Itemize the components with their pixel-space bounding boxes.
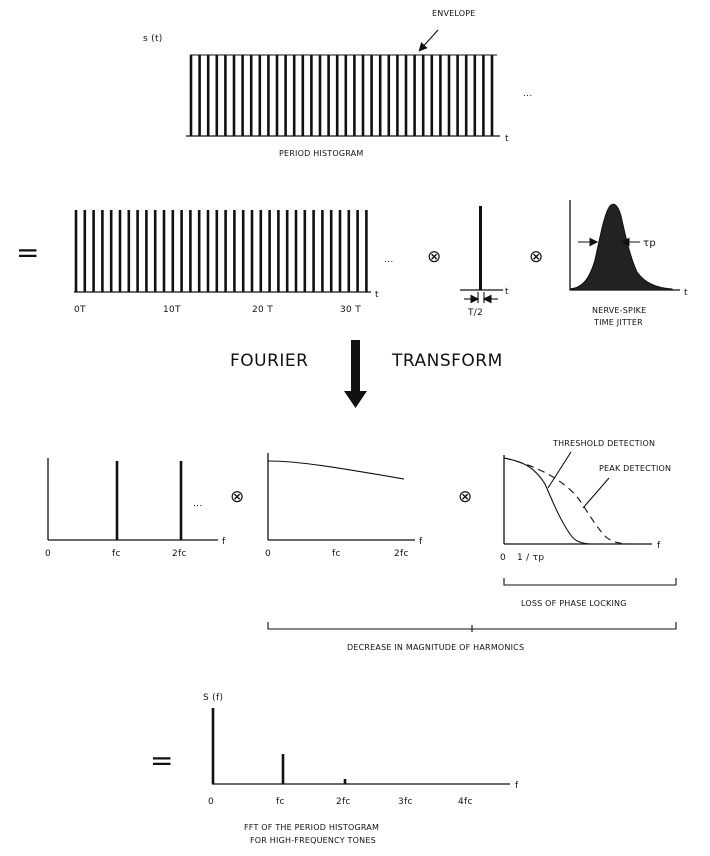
st-axis-label: s (t) [143, 34, 163, 44]
result-tick-0: 0 [208, 797, 214, 807]
sf-axis-label: S (f) [203, 693, 223, 703]
result-tick-4fc: 4fc [458, 797, 473, 807]
peak-detection-curve [503, 457, 631, 545]
jitter-caption-line1: NERVE-SPIKE [592, 306, 646, 315]
jitter-caption-line2: TIME JITTER [593, 318, 643, 327]
decomposition-panel: = t ... 0T 10T 20 T 30 T ⊗ t T/2 ⊗ τp t … [16, 200, 688, 327]
result-tick-fc: fc [276, 797, 285, 807]
spectrum-a-tick-2fc: 2fc [172, 549, 187, 559]
pulse-train-tick-0: 0T [74, 305, 86, 315]
spectrum-b-tick-fc: fc [332, 549, 341, 559]
transform-label: TRANSFORM [391, 351, 503, 371]
spectrum-c-tick-tau: 1 / τp [517, 553, 544, 563]
spectrum-a-tick-fc: fc [112, 549, 121, 559]
rectangular-pulse [479, 206, 482, 290]
peak-detection-label: PEAK DETECTION [599, 464, 671, 473]
result-f-label: f [515, 781, 519, 791]
result-tick-2fc: 2fc [336, 797, 351, 807]
pulse-train-ellipsis: ... [384, 255, 393, 265]
loss-phase-locking-label: LOSS OF PHASE LOCKING [521, 599, 627, 608]
period-histogram-panel: s (t) ENVELOPE t ... PERIOD HISTOGRAM [143, 9, 532, 158]
fourier-transform-step: FOURIER TRANSFORM [230, 340, 503, 408]
pulse-spectrum-curve [267, 460, 405, 480]
spectrum-c-tick-0: 0 [500, 553, 506, 563]
loss-phase-locking-bracket [503, 578, 677, 586]
period-histogram-t-label: t [505, 134, 509, 144]
result-caption-line1: FFT OF THE PERIOD HISTOGRAM [244, 823, 379, 832]
pulse-train-spikes [74, 210, 368, 292]
pulse-train-tick-10: 10T [163, 305, 181, 315]
pulse-width-label: T/2 [467, 308, 483, 318]
result-spectrum-panel: = S (f) f 0 fc 2fc 3fc 4fc FFT OF THE PE… [150, 693, 519, 845]
equals-sign-bottom: = [150, 744, 173, 777]
tau-p-label: τp [643, 238, 656, 249]
period-histogram-spikes [189, 55, 494, 136]
spectrum-c-f-label: f [657, 541, 661, 551]
envelope-arrow [418, 29, 439, 52]
period-histogram-caption: PERIOD HISTOGRAM [279, 149, 363, 158]
pulse-train-t-label: t [375, 290, 379, 300]
peak-pointer [582, 477, 610, 509]
result-tick-3fc: 3fc [398, 797, 413, 807]
convolution-symbol-1: ⊗ [427, 247, 441, 267]
spectrum-a-ellipsis: ... [193, 499, 202, 509]
spectrum-a-tick-0: 0 [45, 549, 51, 559]
pulse-train-tick-30: 30 T [340, 305, 361, 315]
spectrum-b-f-label: f [419, 537, 423, 547]
decrease-harmonics-label: DECREASE IN MAGNITUDE OF HARMONICS [347, 643, 524, 652]
pulse-train-tick-20: 20 T [252, 305, 273, 315]
transform-arrow-shaft [351, 340, 360, 393]
convolution-symbol-2: ⊗ [529, 247, 543, 267]
spectrum-a-f-label: f [222, 537, 226, 547]
convolution-symbol-4: ⊗ [458, 487, 472, 507]
pulse-t-label: t [505, 287, 509, 297]
envelope-label: ENVELOPE [432, 9, 476, 18]
spectrum-b-tick-0: 0 [265, 549, 271, 559]
threshold-detection-label: THRESHOLD DETECTION [552, 439, 655, 448]
threshold-pointer [547, 451, 572, 489]
threshold-detection-curve [503, 457, 591, 545]
fourier-label: FOURIER [230, 351, 308, 371]
spectrum-b-tick-2fc: 2fc [394, 549, 409, 559]
convolution-symbol-3: ⊗ [230, 487, 244, 507]
equals-sign-top: = [16, 236, 39, 269]
jitter-t-label: t [684, 288, 688, 298]
frequency-domain-panel: ... f 0 fc 2fc ⊗ f 0 fc 2fc ⊗ THRESHOLD … [45, 439, 677, 652]
result-caption-line2: FOR HIGH-FREQUENCY TONES [250, 836, 376, 845]
jitter-distribution-curve [569, 203, 673, 291]
period-histogram-ellipsis: ... [523, 89, 532, 99]
transform-arrow-head [344, 391, 367, 408]
